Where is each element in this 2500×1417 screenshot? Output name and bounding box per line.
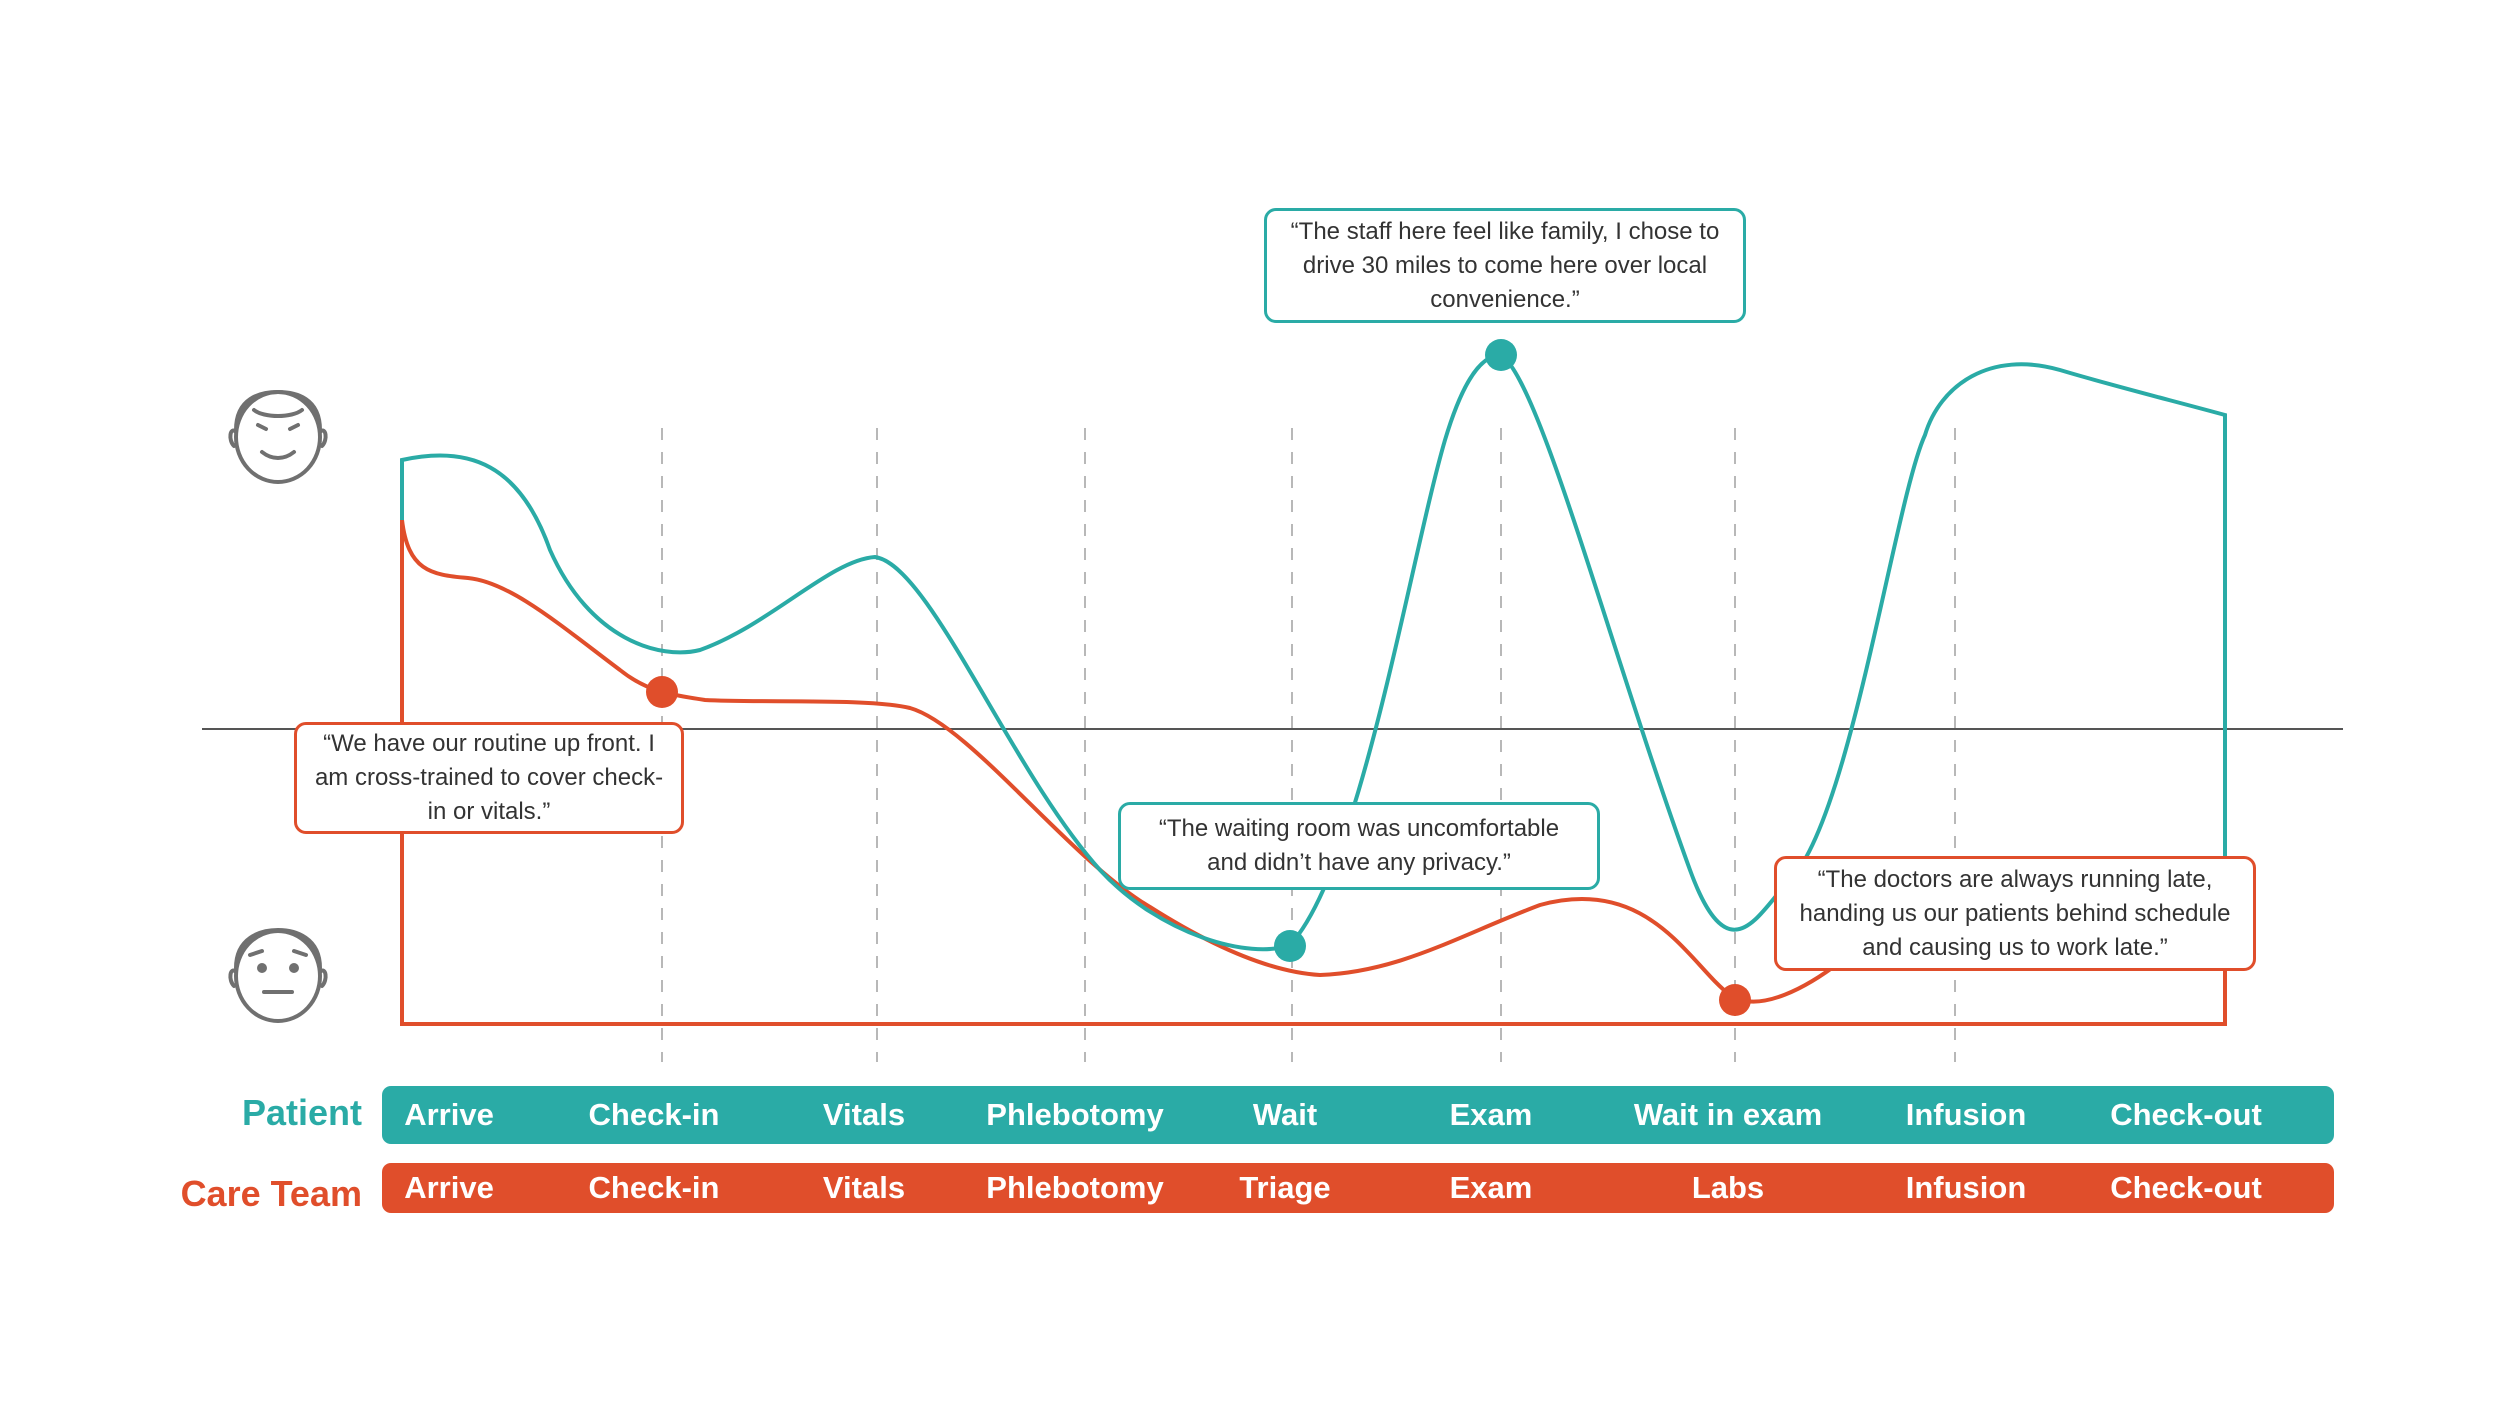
happy-face-icon <box>228 389 328 484</box>
patient-stage-infusion: Infusion <box>1905 1097 2027 1132</box>
care-team-stage-exam: Exam <box>1449 1170 1533 1205</box>
care-team-labs-marker <box>1719 984 1751 1016</box>
patient-stage-vitals: Vitals <box>822 1097 906 1132</box>
patient-stage-arrive: Arrive <box>404 1097 494 1132</box>
care-team-stage-phlebotomy: Phlebotomy <box>986 1170 1164 1205</box>
patient-stage-phlebotomy: Phlebotomy <box>986 1097 1164 1132</box>
patient-lane-label: Patient <box>241 1092 362 1133</box>
care-team-stage-labs: Labs <box>1691 1170 1765 1205</box>
neutral-face-icon <box>228 927 328 1023</box>
patient-stage-check-in: Check-in <box>588 1097 720 1132</box>
patient-exam-marker <box>1485 339 1517 371</box>
patient-exam-quote: “The staff here feel like family, I chos… <box>1264 208 1746 323</box>
care-team-stage-vitals: Vitals <box>822 1170 906 1205</box>
patient-stage-exam: Exam <box>1449 1097 1533 1132</box>
care-team-lane-label: Care Team <box>180 1173 362 1214</box>
patient-wait-quote: “The waiting room was uncomfortable and … <box>1118 802 1600 890</box>
stage-dividers <box>661 428 1956 1062</box>
care-team-checkin-quote: “We have our routine up front. I am cros… <box>294 722 684 834</box>
patient-stage-wait: Wait <box>1252 1097 1318 1132</box>
patient-emotion-curve <box>400 352 2227 962</box>
care-team-labs-quote: “The doctors are always running late, ha… <box>1774 856 2256 971</box>
care-team-stage-triage: Triage <box>1239 1170 1331 1205</box>
care-team-stage-bar: Arrive Check-in Vitals Phlebotomy Triage Exam… <box>382 1163 2334 1213</box>
care-team-stage-arrive: Arrive <box>404 1170 494 1205</box>
patient-stage-wait-in-exam: Wait in exam <box>1633 1097 1823 1132</box>
patient-wait-marker <box>1274 930 1306 962</box>
patient-stage-bar: Arrive Check-in Vitals Phlebotomy Wait Exam Wa… <box>382 1086 2334 1144</box>
care-team-stage-infusion: Infusion <box>1905 1170 2027 1205</box>
care-team-stage-check-in: Check-in <box>588 1170 720 1205</box>
care-team-checkin-marker <box>646 676 678 708</box>
patient-stage-check-out: Check-out <box>2110 1097 2262 1132</box>
care-team-stage-check-out: Check-out <box>2110 1170 2262 1205</box>
